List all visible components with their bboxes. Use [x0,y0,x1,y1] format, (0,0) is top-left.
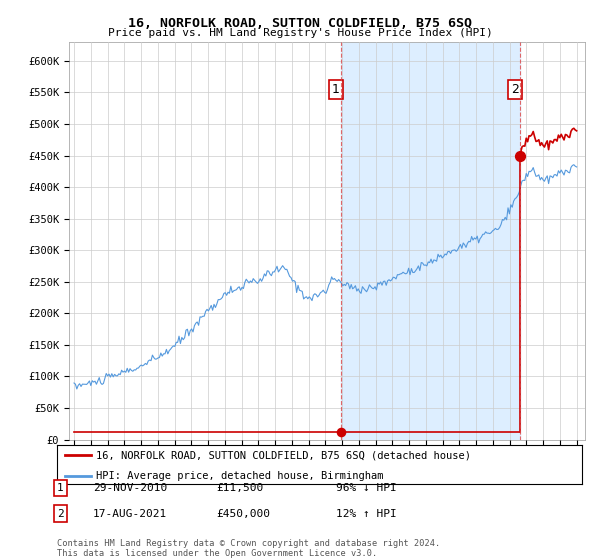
Text: 2: 2 [57,508,64,519]
Text: HPI: Average price, detached house, Birmingham: HPI: Average price, detached house, Birm… [97,471,384,481]
Text: 12% ↑ HPI: 12% ↑ HPI [336,508,397,519]
Text: Price paid vs. HM Land Registry's House Price Index (HPI): Price paid vs. HM Land Registry's House … [107,28,493,38]
Text: 1: 1 [332,83,340,96]
Text: 2: 2 [511,83,519,96]
Text: Contains HM Land Registry data © Crown copyright and database right 2024.
This d: Contains HM Land Registry data © Crown c… [57,539,440,558]
Text: 29-NOV-2010: 29-NOV-2010 [93,483,167,493]
Text: 1: 1 [57,483,64,493]
Point [336,428,346,437]
Text: 96% ↓ HPI: 96% ↓ HPI [336,483,397,493]
Text: 17-AUG-2021: 17-AUG-2021 [93,508,167,519]
Text: £450,000: £450,000 [216,508,270,519]
Text: £11,500: £11,500 [216,483,263,493]
Text: 16, NORFOLK ROAD, SUTTON COLDFIELD, B75 6SQ: 16, NORFOLK ROAD, SUTTON COLDFIELD, B75 … [128,17,472,30]
Point [515,151,525,160]
Bar [341,42,520,440]
Text: 16, NORFOLK ROAD, SUTTON COLDFIELD, B75 6SQ (detached house): 16, NORFOLK ROAD, SUTTON COLDFIELD, B75 … [97,450,472,460]
